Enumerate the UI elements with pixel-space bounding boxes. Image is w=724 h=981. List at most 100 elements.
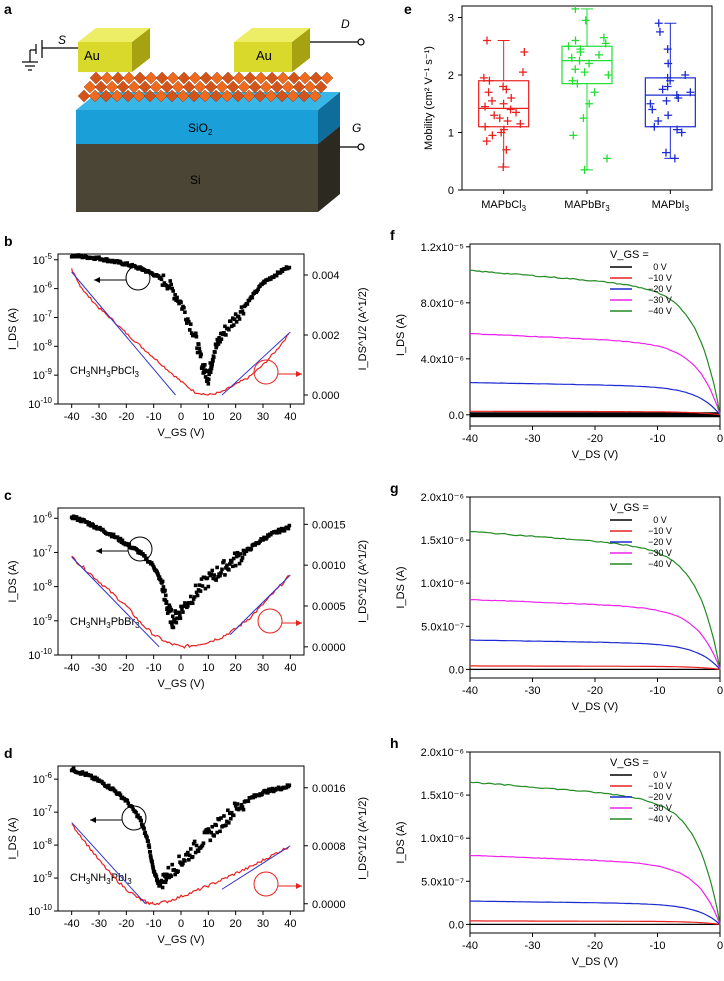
log-current-point (168, 605, 172, 610)
log-current-point (234, 554, 239, 559)
octahedron (210, 71, 224, 85)
box (644, 77, 696, 128)
x-tick-label: 20 (230, 411, 242, 423)
output-panel-h: h -40 -30 -20 -10 0 0.0 5.0x10⁻⁷ 1.0x10⁻⁶ 1.5x10⁻… (390, 735, 723, 968)
log-current-point (258, 539, 262, 544)
log-current-point (158, 275, 163, 280)
log-current-point (265, 535, 269, 540)
log-current-point (241, 311, 246, 316)
octahedron (160, 80, 174, 94)
linear-fit-line (71, 271, 176, 396)
legend-title: V_GS = (610, 757, 649, 769)
log-current-point (235, 550, 240, 555)
log-current-point (277, 530, 282, 535)
log-current-point (147, 845, 152, 850)
data-point (650, 122, 659, 131)
output-curve (469, 598, 721, 670)
log-current-point (231, 556, 236, 561)
log-current-point (137, 549, 141, 553)
log-current-point (195, 346, 199, 350)
material-label: CH3NH3PbCl3 (70, 365, 140, 379)
octahedron (154, 89, 168, 103)
log-current-point (224, 823, 228, 828)
octahedron (254, 71, 268, 85)
legend-label: 0 V (653, 770, 667, 780)
data-point (499, 82, 508, 91)
log-current-point (196, 849, 201, 853)
x-tick-label: 10 (202, 411, 214, 423)
y-tick-label-right: 0.0015 (312, 519, 346, 531)
data-point (672, 91, 681, 100)
log-current-point (164, 600, 169, 604)
legend-label: −30 V (648, 803, 672, 813)
log-current-point (210, 568, 215, 573)
log-current-point (150, 859, 154, 864)
data-point (485, 76, 494, 85)
data-point (499, 125, 508, 134)
data-point (677, 128, 686, 137)
y-axis-label-left: I_DS (A) (7, 817, 19, 859)
x-tick-label: -40 (462, 940, 478, 952)
log-current-point (209, 830, 214, 835)
octahedron (121, 89, 135, 103)
log-current-point (177, 854, 181, 859)
log-current-point (186, 317, 190, 321)
octahedron (265, 71, 279, 85)
octahedron (314, 80, 328, 94)
log-current-point (177, 611, 182, 615)
data-point (488, 96, 497, 105)
log-current-point (226, 808, 230, 813)
data-point (604, 71, 613, 79)
panel-label-g: g (390, 480, 399, 496)
log-current-point (178, 613, 182, 618)
panel-label-e: e (404, 1, 412, 17)
log-current-point (214, 823, 218, 828)
data-point (575, 56, 584, 65)
y-tick-label-right: 0.002 (312, 330, 340, 342)
y-tick-label: 1.0x10⁻⁶ (421, 833, 464, 845)
log-current-point (239, 558, 244, 563)
data-point (664, 59, 673, 68)
data-point (571, 36, 580, 45)
data-point (518, 68, 527, 77)
y-tick-label: 0.0 (449, 664, 464, 676)
right-axis-arrowhead (296, 371, 302, 377)
log-current-point (266, 790, 270, 795)
log-current-point (150, 563, 155, 567)
octahedron (105, 80, 119, 94)
data-point (564, 42, 573, 51)
log-current-point (101, 527, 105, 532)
data-point (590, 88, 599, 97)
log-current-point (195, 350, 200, 355)
log-current-point (171, 614, 175, 619)
log-current-point (79, 772, 84, 776)
log-current-point (194, 331, 198, 336)
log-current-point (174, 620, 179, 625)
y-tick-label: 1.5x10⁻⁶ (421, 790, 464, 802)
log-current-point (77, 516, 82, 521)
octahedron (116, 80, 130, 94)
left-axis-indicator-circle (121, 805, 147, 831)
octahedron (89, 71, 103, 85)
x-tick-label: -20 (118, 918, 134, 930)
log-current-point (239, 305, 244, 309)
au-electrode-right: Au (234, 28, 310, 72)
x-tick-label: 10 (202, 662, 214, 674)
log-current-point (149, 561, 154, 565)
octahedron (100, 71, 114, 85)
log-current-point (213, 350, 217, 354)
log-current-point (164, 872, 169, 877)
log-current-point (174, 298, 178, 303)
octahedron (286, 89, 300, 103)
log-current-point (203, 362, 207, 367)
output-curve (469, 781, 721, 925)
y-tick-label: 2.0x10⁻⁶ (421, 747, 464, 759)
log-current-point (199, 352, 203, 357)
log-current-point (187, 319, 191, 324)
log-current-point (136, 813, 140, 818)
log-current-point (287, 265, 292, 270)
data-point (603, 154, 612, 163)
log-current-point (148, 850, 152, 854)
log-current-point (211, 359, 215, 363)
log-current-point (287, 523, 292, 528)
